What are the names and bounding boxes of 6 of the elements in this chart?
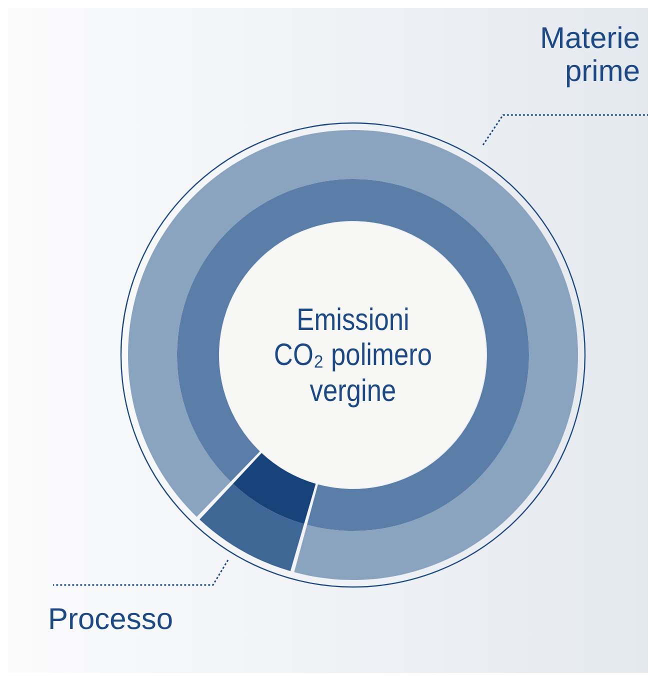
slice-label: Processo xyxy=(48,603,174,636)
text: Emissioni CO₂ polimero vergine xyxy=(272,302,434,408)
donut-slice xyxy=(232,453,316,524)
donut-slice xyxy=(200,484,304,572)
donut-slice xyxy=(177,179,529,531)
slice-label: Materie prime xyxy=(538,22,640,88)
